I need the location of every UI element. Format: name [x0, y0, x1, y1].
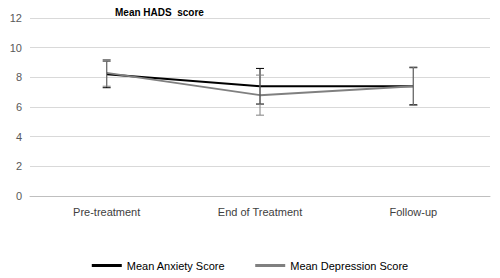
svg-text:Follow-up: Follow-up: [389, 206, 437, 218]
svg-text:4: 4: [16, 131, 22, 143]
svg-text:12: 12: [10, 12, 22, 24]
svg-text:8: 8: [16, 71, 22, 83]
svg-text:End of Treatment: End of Treatment: [218, 206, 302, 218]
svg-text:Pre-treatment: Pre-treatment: [73, 206, 140, 218]
svg-text:Mean Anxiety Score: Mean Anxiety Score: [127, 260, 225, 272]
svg-text:Mean HADS score: Mean HADS score: [115, 7, 204, 18]
svg-text:6: 6: [16, 101, 22, 113]
svg-text:Mean Depression Score: Mean Depression Score: [290, 260, 408, 272]
svg-text:0: 0: [16, 190, 22, 202]
svg-text:2: 2: [16, 160, 22, 172]
svg-text:10: 10: [10, 42, 22, 54]
